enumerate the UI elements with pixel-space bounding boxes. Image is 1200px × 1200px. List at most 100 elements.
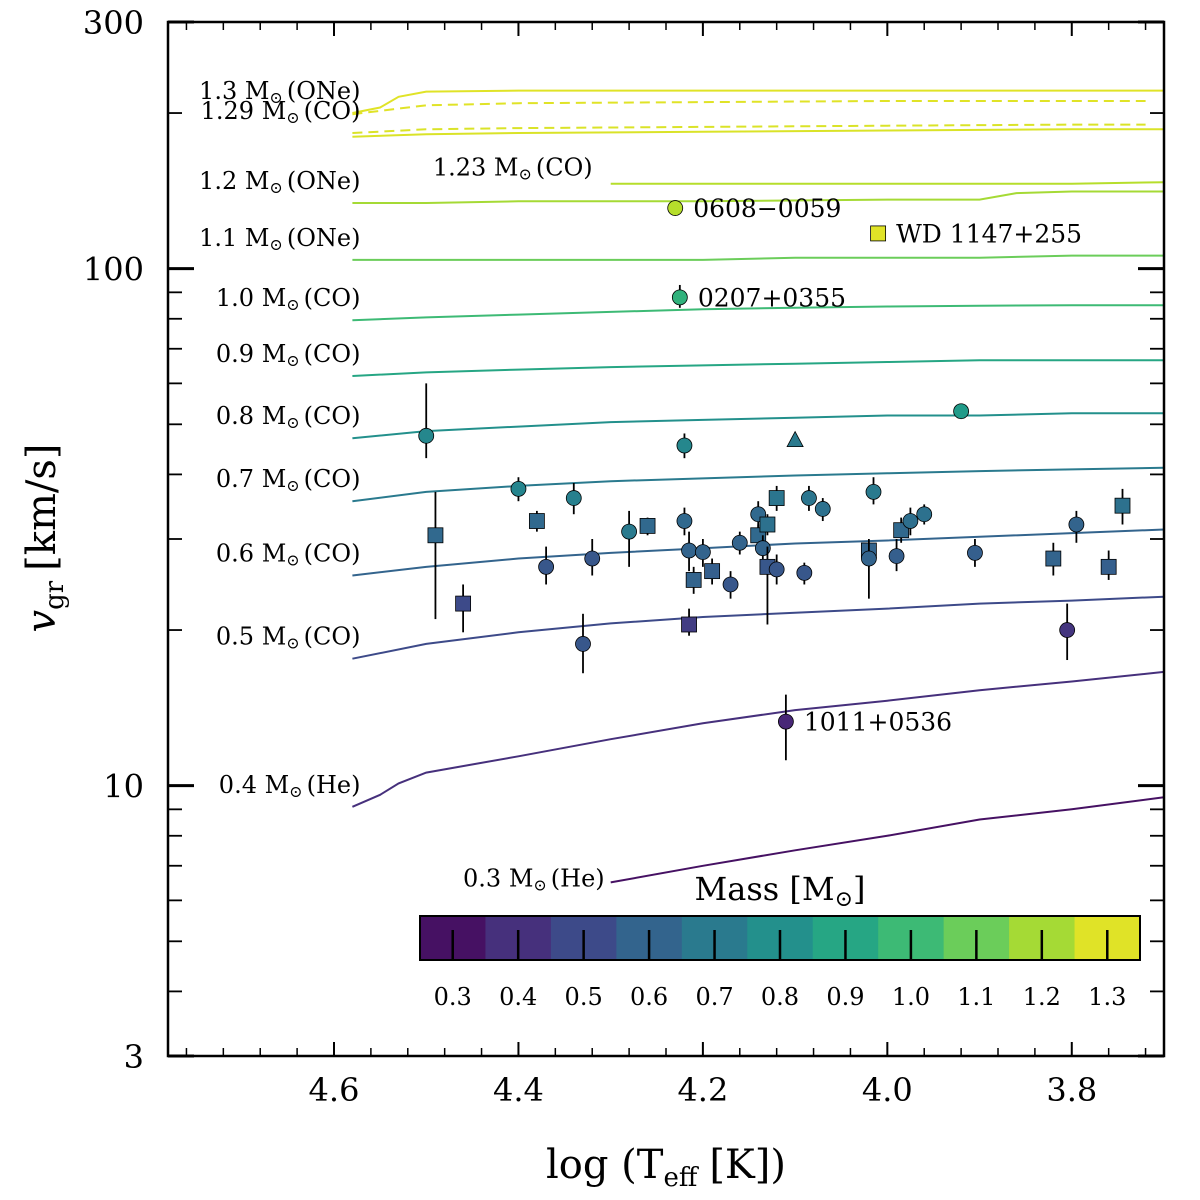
track-label-mass: 0.9 M [216,340,286,368]
data-point-circle-14 [676,513,693,529]
sun-symbol: ⊙ [286,476,299,495]
colorbar-tick-label: 1.2 [1023,983,1061,1011]
data-point-circle-33 [814,501,831,517]
track-label-core: (He) [551,864,605,892]
mass-track-0.7-10 [352,466,1164,503]
colorbar-tick-label: 1.0 [892,983,930,1011]
sun-symbol: ⊙ [286,634,299,653]
track-label-mass: 1.2 M [199,167,269,195]
track-label-core: (CO) [304,340,361,368]
data-point-circle-9 [621,523,638,540]
colorbar-tick-label: 1.1 [957,983,995,1011]
track-label-0.5: 0.5 M⊙ (CO) [216,623,361,653]
colorbar-tick-label: 0.8 [761,983,799,1011]
track-label-mass: 1.29 M [201,97,287,125]
track-label-0.4: 0.4 M⊙ (He) [219,771,361,801]
track-label-mass: 1.1 M [199,224,269,252]
y-axis-label-sub: gr [40,580,70,610]
mass-track-1.29-2 [352,123,1146,134]
track-label-core: (CO) [304,623,361,651]
sun-symbol: ⊙ [286,550,299,569]
x-axis-label-sub: eff [663,1163,699,1193]
sun-symbol: ⊙ [518,165,531,184]
data-point-circle-36 [865,484,882,500]
mass-track-0.9-8 [352,359,1164,377]
data-point-square-47 [1100,558,1117,575]
data-point-circle-35 [860,550,877,567]
data-point-circle-11 [667,200,684,216]
mass-track-0.8-9 [352,412,1164,440]
data-point-square-48 [1114,497,1131,514]
track-label-core: (CO) [536,154,593,182]
track-label-0.8: 0.8 M⊙ (CO) [216,402,361,432]
x-axis-label-unit: [K]) [709,1142,786,1188]
track-label-0.6: 0.6 M⊙ (CO) [216,539,361,569]
data-point-square-16 [681,616,697,633]
data-point-circle-31 [796,564,813,581]
mass-track-1.3-0 [352,89,1164,114]
data-point-square-4 [528,513,545,529]
track-label-core: (ONe) [287,77,361,105]
track-label-1.1: 1.1 M⊙ (ONe) [199,224,360,254]
track-label-1.2: 1.2 M⊙ (ONe) [199,167,360,197]
track-label-1: 1.0 M⊙ (CO) [216,284,361,314]
colorbar-label-unit: [M [789,870,834,908]
x-axis-label-main: log (T [546,1142,664,1188]
data-point-circle-15 [681,542,697,559]
colorbar-tick-label: 0.6 [630,983,668,1011]
track-label-core: (CO) [304,97,361,125]
x-tick-label: 3.8 [1046,1071,1097,1109]
data-point-circle-18 [694,544,711,560]
colorbar-tick-label: 0.9 [826,983,864,1011]
sun-symbol: ⊙ [269,235,282,254]
data-point-circle-43 [967,544,983,561]
sun-symbol: ⊙ [289,782,302,801]
sun-symbol: ⊙ [286,295,299,314]
data-point-circle-45 [1059,622,1076,638]
x-tick-label: 4.6 [309,1071,360,1109]
data-points [418,200,1131,761]
data-point-circle-42 [953,403,970,420]
data-point-circle-20 [722,576,739,593]
data-point-circle-0 [418,427,435,444]
mass-track-0.3-14 [610,796,1164,884]
data-point-circle-7 [575,636,591,652]
track-label-1.3: 1.3 M⊙ (ONe) [199,77,360,107]
colorbar-tick-label: 0.5 [565,983,603,1011]
data-point-circle-41 [916,506,933,523]
y-axis-label: vgr [km/s] [19,443,70,632]
x-axis-label: log (Teff [K]) [546,1142,786,1193]
sun-symbol: ⊙ [286,108,299,127]
mass-track-1.2-5 [352,190,1164,204]
track-label-core: (He) [307,771,361,799]
x-tick-label: 4.4 [493,1071,544,1109]
data-point-circle-29 [777,713,794,730]
mass-track-0.4-13 [352,670,1164,808]
data-point-circle-28 [768,561,785,578]
point-label-12: 0207+0355 [698,283,846,312]
data-point-circle-21 [731,534,748,551]
data-point-square-10 [639,518,656,534]
sun-symbol: ⊙ [286,413,299,432]
point-label-29: 1011+0536 [804,708,952,737]
data-point-circle-12 [671,289,688,306]
colorbar-label: Mass [M⊙] [694,870,865,912]
y-axis-label-main: v [19,610,65,633]
track-label-core: (CO) [304,402,361,430]
track-label-mass: 1.23 M [433,154,519,182]
track-label-core: (CO) [304,539,361,567]
data-point-circle-13 [676,437,693,454]
track-label-1.23: 1.23 M⊙ (CO) [433,154,593,184]
data-point-circle-38 [888,548,905,565]
point-labels: 0608−0059 0207+0355 1011+0536 WD 1147+255 [693,194,1082,737]
x-tick-label: 4.0 [862,1071,913,1109]
colorbar: 0.3 0.4 0.5 0.6 0.7 0.8 0.9 1.0 1.1 1.2 1.3 Mass [M… [419,870,1141,1011]
track-label-core: (ONe) [287,167,361,195]
point-label-11: 0608−0059 [693,194,841,223]
colorbar-label-close: ] [853,870,865,908]
mass-tracks [352,89,1164,884]
track-label-mass: 0.3 M [463,864,533,892]
sun-symbol: ⊙ [269,178,282,197]
mass-track-1.29-3 [352,128,1164,138]
